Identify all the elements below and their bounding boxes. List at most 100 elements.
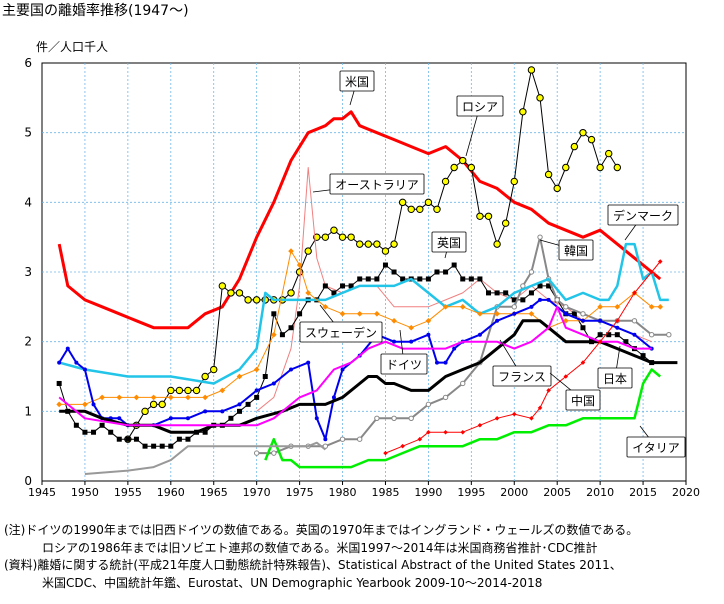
data-point <box>425 401 432 408</box>
callout-box <box>380 353 428 375</box>
data-point <box>434 269 440 275</box>
callout-7: ドイツ <box>380 329 428 375</box>
data-point <box>632 290 637 296</box>
callout-9: フランス <box>492 339 552 387</box>
data-point <box>357 436 363 442</box>
series-line <box>84 441 327 475</box>
data-point <box>657 304 664 310</box>
data-point <box>323 437 328 442</box>
data-point <box>202 394 208 401</box>
data-point <box>417 436 423 442</box>
data-point <box>339 436 346 442</box>
data-point <box>433 205 441 214</box>
series-line <box>256 236 669 455</box>
data-point <box>227 289 235 297</box>
notes: (注)ドイツの1990年までは旧西ドイツの数値である。英国の1970年まではイン… <box>4 522 638 592</box>
series-0 <box>57 110 662 330</box>
data-point <box>339 310 346 317</box>
data-point <box>494 310 500 317</box>
x-tick-label: 1945 <box>28 486 56 499</box>
data-point <box>443 429 448 435</box>
data-point <box>580 360 586 365</box>
data-point <box>450 163 458 172</box>
data-point <box>74 360 79 365</box>
data-point <box>150 394 157 401</box>
series-line <box>59 319 678 434</box>
data-point <box>381 247 390 255</box>
data-point <box>424 198 433 207</box>
data-point <box>417 276 423 282</box>
data-point <box>631 318 638 324</box>
data-point <box>486 290 492 296</box>
data-point <box>597 304 603 310</box>
data-point <box>254 394 260 400</box>
data-point <box>271 381 276 386</box>
data-point <box>330 226 338 234</box>
callout-label: デンマーク <box>613 208 673 223</box>
data-point <box>460 276 466 282</box>
series-line <box>264 368 661 469</box>
data-point <box>262 374 268 379</box>
data-point <box>580 311 586 317</box>
data-point <box>596 163 604 172</box>
data-point <box>520 297 526 303</box>
data-point <box>648 332 655 338</box>
callout-label: 米国 <box>345 75 369 89</box>
data-point <box>407 205 415 214</box>
callout-0: 米国 <box>339 70 375 106</box>
data-point <box>484 212 493 220</box>
data-point <box>528 290 534 296</box>
data-point <box>613 163 622 172</box>
data-point <box>546 388 551 393</box>
data-point <box>511 297 517 303</box>
callout-box <box>565 389 601 411</box>
data-point <box>527 66 536 74</box>
callout-box <box>339 70 375 92</box>
data-point <box>133 394 140 401</box>
data-point <box>392 339 397 344</box>
x-tick-label: 1985 <box>371 486 399 499</box>
data-point <box>606 332 612 338</box>
series-8 <box>59 319 678 434</box>
series-line <box>58 305 652 427</box>
data-point <box>91 402 96 407</box>
data-point <box>408 415 414 421</box>
data-point <box>597 332 603 338</box>
callout-label: オーストラリア <box>335 178 418 192</box>
data-point <box>544 170 553 179</box>
data-point <box>391 269 397 275</box>
callout-3: 英国 <box>431 231 467 259</box>
data-point <box>657 259 663 264</box>
data-point <box>605 149 613 158</box>
x-tick-label: 1975 <box>286 486 314 499</box>
data-point <box>228 415 234 421</box>
source-line-1: (資料)離婚に関する統計(平成21年度人口動態統計特殊報告)、Statistic… <box>4 558 622 572</box>
data-point <box>347 233 355 241</box>
data-point <box>82 401 88 408</box>
x-tick-label: 1990 <box>414 486 442 499</box>
callout-8: 日本 <box>597 345 633 389</box>
data-point <box>365 276 371 282</box>
data-point <box>571 311 577 317</box>
data-point <box>649 269 654 275</box>
data-point <box>452 346 457 351</box>
callout-label: 英国 <box>437 236 461 250</box>
data-point <box>356 240 364 248</box>
data-point <box>434 360 439 365</box>
data-point <box>340 283 346 289</box>
data-point <box>398 198 407 207</box>
data-point <box>116 394 123 401</box>
data-point <box>91 429 97 435</box>
callout-box <box>299 321 383 343</box>
data-point <box>519 108 527 116</box>
series-line <box>58 242 669 385</box>
data-point <box>374 310 380 317</box>
callout-11: イタリア <box>626 425 686 458</box>
data-point <box>623 339 629 345</box>
data-point <box>185 436 191 442</box>
data-point <box>648 304 655 310</box>
data-point <box>167 386 175 395</box>
data-point <box>314 416 319 421</box>
series-line <box>127 69 618 440</box>
data-point <box>125 436 131 442</box>
